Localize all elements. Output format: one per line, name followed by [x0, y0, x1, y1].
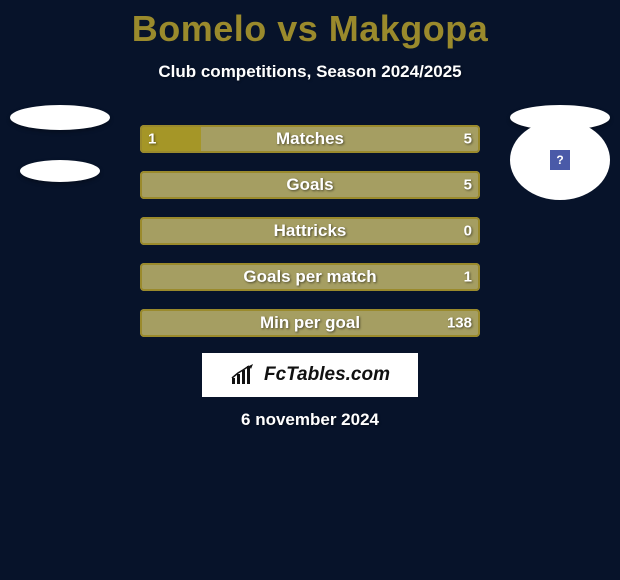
stat-bars: Matches15Goals5Hattricks0Goals per match…: [140, 125, 480, 355]
logo-chart-icon: [230, 364, 258, 386]
badge-text: ?: [556, 153, 563, 167]
bar-label: Min per goal: [140, 313, 480, 333]
avatar-left-oval-2: [20, 160, 100, 182]
page-title: Bomelo vs Makgopa: [0, 0, 620, 50]
stat-bar: Goals per match1: [140, 263, 480, 291]
comparison-card: Bomelo vs Makgopa Club competitions, Sea…: [0, 0, 620, 580]
bar-value-right: 5: [464, 177, 472, 194]
bar-value-right: 0: [464, 223, 472, 240]
bar-value-left: 1: [148, 131, 156, 148]
bar-label: Goals: [140, 175, 480, 195]
avatar-left: [10, 105, 110, 182]
avatar-right: ?: [510, 105, 610, 200]
stat-bar: Hattricks0: [140, 217, 480, 245]
bar-label: Hattricks: [140, 221, 480, 241]
subtitle: Club competitions, Season 2024/2025: [0, 62, 620, 82]
stat-bar: Min per goal138: [140, 309, 480, 337]
logo-box[interactable]: FcTables.com: [202, 353, 418, 397]
bar-value-right: 1: [464, 269, 472, 286]
stat-bar: Goals5: [140, 171, 480, 199]
stat-bar: Matches1 5: [140, 125, 480, 153]
placeholder-badge: ?: [550, 150, 570, 170]
bar-label: Goals per match: [140, 267, 480, 287]
bar-value-right: 138: [447, 315, 472, 332]
date-label: 6 november 2024: [0, 410, 620, 430]
logo-text: FcTables.com: [264, 364, 390, 386]
bar-value-right: 5: [464, 131, 472, 148]
avatar-right-circle: ?: [510, 120, 610, 200]
bar-label: Matches: [140, 129, 480, 149]
avatar-left-oval-1: [10, 105, 110, 130]
